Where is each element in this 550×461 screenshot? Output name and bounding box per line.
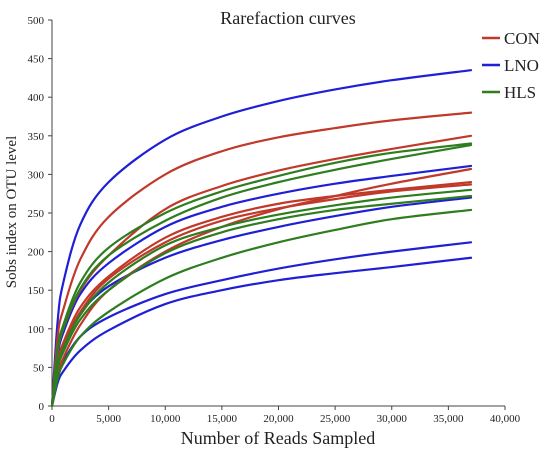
x-ticks: 0 5,000 10,000 15,000 20,000 25,000 30,000 35,0… [49,406,521,425]
y-tick-label: 100 [28,324,45,336]
y-axis-label: Sobs index on OTU level [4,136,20,288]
y-tick-label: 500 [28,15,45,27]
x-axis-label: Number of Reads Sampled [181,428,375,448]
y-tick-label: 450 [28,54,45,66]
series-line-lno-3 [50,241,473,408]
x-tick-label: 25,000 [320,413,351,425]
legend: CON LNO HLS [482,29,540,102]
x-tick-label: 5,000 [96,413,121,425]
y-tick-label: 350 [28,131,45,143]
y-tick-label: 50 [33,362,45,374]
series-line-con-7 [50,167,473,408]
legend-label-lno: LNO [504,56,539,75]
series-line-lno-4 [50,256,473,408]
legend-label-hls: HLS [504,83,536,102]
series-lines [50,69,473,408]
axes: 0 5,000 10,000 15,000 20,000 25,000 30,000 35,0… [28,15,521,425]
series-line-hls-11 [50,143,473,408]
series-line-hls-12 [50,188,473,408]
y-ticks: 0 50 100 150 200 250 300 350 400 450 500 [28,15,52,413]
y-tick-label: 300 [28,169,45,181]
series-line-hls-10 [50,142,473,408]
chart-title: Rarefaction curves [220,8,355,28]
series-line-lno-2 [50,196,473,408]
series-line-hls-14 [50,208,473,408]
y-tick-label: 250 [28,208,45,220]
x-tick-label: 20,000 [263,413,294,425]
y-tick-label: 200 [28,247,45,259]
y-tick-label: 0 [39,401,45,413]
x-tick-label: 15,000 [207,413,238,425]
x-tick-label: 0 [49,413,55,425]
x-tick-label: 35,000 [433,413,464,425]
series-line-hls-13 [50,194,473,408]
series-line-lno-0 [50,69,473,408]
series-line-lno-1 [50,164,473,408]
x-tick-label: 30,000 [377,413,408,425]
series-line-con-8 [50,181,473,408]
x-tick-label: 10,000 [150,413,181,425]
legend-label-con: CON [504,29,540,48]
y-tick-label: 150 [28,285,45,297]
x-tick-label: 40,000 [490,413,521,425]
y-tick-label: 400 [28,92,45,104]
series-line-con-5 [50,111,473,408]
